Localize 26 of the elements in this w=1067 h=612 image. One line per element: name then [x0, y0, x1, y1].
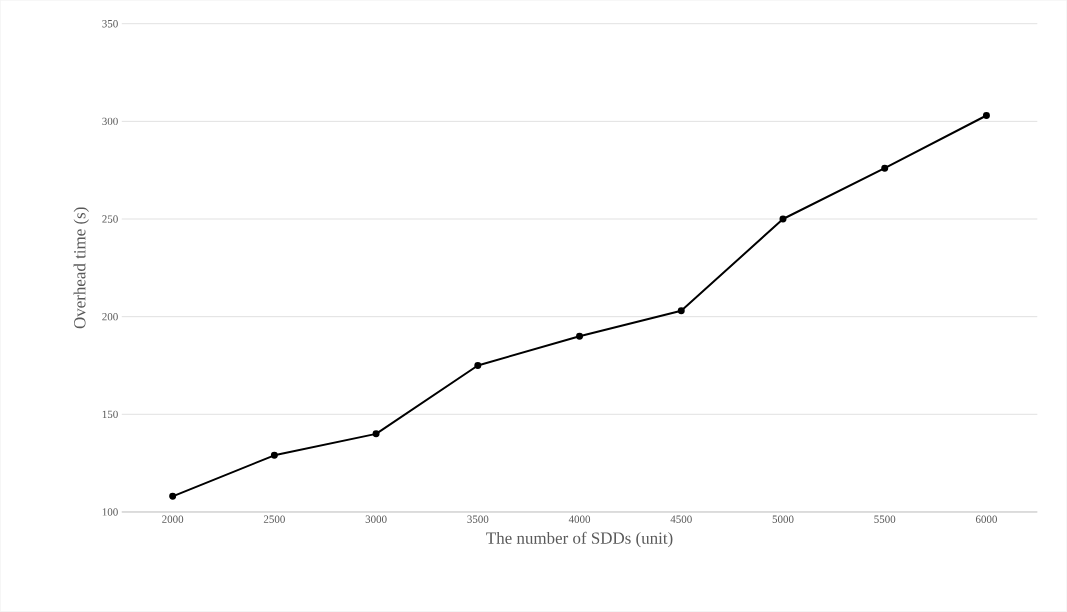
- y-tick-label: 300: [102, 117, 118, 126]
- x-tick-label: 4500: [670, 515, 692, 524]
- point: [372, 430, 380, 438]
- x-tick-label: 3500: [467, 515, 489, 524]
- point: [982, 112, 990, 120]
- x-tick-label: 6000: [975, 515, 997, 524]
- x-tick-label: 5500: [874, 515, 896, 524]
- y-axis-title: Overhead time (s): [73, 207, 89, 329]
- x-tick-label: 2000: [162, 515, 184, 524]
- point: [677, 307, 685, 315]
- point: [270, 451, 278, 459]
- y-tick-label: 200: [102, 313, 118, 321]
- y-tick-label: 150: [102, 410, 118, 419]
- y-tick-label: 100: [102, 508, 118, 516]
- y-tick-label: 350: [102, 20, 118, 28]
- point: [779, 215, 787, 223]
- x-tick-label: 5000: [772, 515, 794, 524]
- x-tick-label: 2500: [263, 515, 285, 524]
- x-tick-label: 4000: [568, 515, 591, 524]
- point: [576, 332, 584, 340]
- x-tick-label: 3000: [365, 515, 387, 524]
- x-axis-title: The number of SDDs (unit): [486, 531, 673, 548]
- point: [474, 362, 482, 370]
- point: [881, 164, 889, 172]
- point: [169, 492, 177, 500]
- y-tick-label: 250: [102, 215, 118, 223]
